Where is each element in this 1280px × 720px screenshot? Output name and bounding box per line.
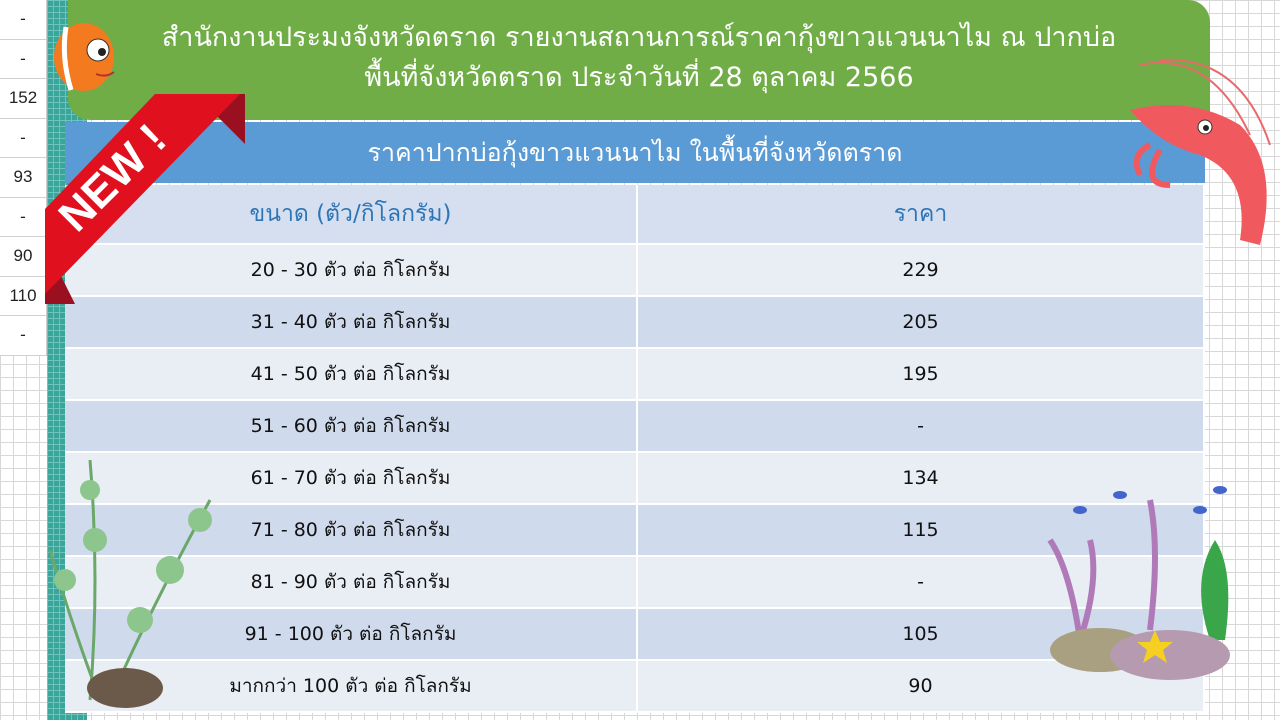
cell-price: - [637,556,1205,609]
cell-price: 205 [637,296,1205,349]
shrimp-icon [1130,58,1271,245]
coral-reef-icon [1047,486,1230,680]
table-row: 61 - 70 ตัว ต่อ กิโลกรัม 134 [65,452,1205,505]
page-title: สำนักงานประมงจังหวัดตราด รายงานสถานการณ์… [68,0,1210,120]
new-ribbon: NEW ! [45,94,245,304]
left-cell: - [0,316,46,356]
left-cell: - [0,0,46,40]
left-cell: 93 [0,158,46,198]
cell-size: 31 - 40 ตัว ต่อ กิโลกรัม [65,296,638,349]
cell-size: 41 - 50 ตัว ต่อ กิโลกรัม [65,348,638,401]
cell-price: 229 [637,244,1205,297]
table-row: 71 - 80 ตัว ต่อ กิโลกรัม 115 [65,504,1205,557]
cell-size: 71 - 80 ตัว ต่อ กิโลกรัม [65,504,638,557]
column-header-size: ขนาด (ตัว/กิโลกรัม) [65,185,638,245]
left-cell: - [0,119,46,158]
cell-price: 90 [637,660,1205,713]
cell-price: 134 [637,452,1205,505]
cell-size: 81 - 90 ตัว ต่อ กิโลกรัม [65,556,638,609]
left-value-column: - - 152 - 93 - 90 110 - [0,0,47,356]
table-row: 51 - 60 ตัว ต่อ กิโลกรัม - [65,400,1205,453]
cell-price: 195 [637,348,1205,401]
table-row: 81 - 90 ตัว ต่อ กิโลกรัม - [65,556,1205,609]
table-row: 41 - 50 ตัว ต่อ กิโลกรัม 195 [65,348,1205,401]
cell-size: 51 - 60 ตัว ต่อ กิโลกรัม [65,400,638,453]
cell-size: 61 - 70 ตัว ต่อ กิโลกรัม [65,452,638,505]
cell-price: 115 [637,504,1205,557]
left-cell: - [0,198,46,237]
title-line-2: พื้นที่จังหวัดตราด ประจำวันที่ 28 ตุลาคม… [364,62,914,93]
table-title: ราคาปากบ่อกุ้งขาวแวนนาไม ในพื้นที่จังหวั… [65,122,1205,183]
seaweed-plant-icon [48,460,212,708]
left-cell: 110 [0,277,46,316]
table-row: 31 - 40 ตัว ต่อ กิโลกรัม 205 [65,296,1205,349]
left-cell: 90 [0,237,46,277]
column-header-price: ราคา [637,185,1205,245]
table-row: มากกว่า 100 ตัว ต่อ กิโลกรัม 90 [65,660,1205,713]
price-table: ขนาด (ตัว/กิโลกรัม) ราคา 20 - 30 ตัว ต่อ… [65,185,1205,713]
clownfish-icon [54,23,115,91]
cell-size: 91 - 100 ตัว ต่อ กิโลกรัม [65,608,638,661]
table-row: 20 - 30 ตัว ต่อ กิโลกรัม 229 [65,244,1205,297]
left-cell: - [0,40,46,79]
cell-size: 20 - 30 ตัว ต่อ กิโลกรัม [65,244,638,297]
title-line-1: สำนักงานประมงจังหวัดตราด รายงานสถานการณ์… [161,22,1117,53]
left-cell: 152 [0,79,46,119]
cell-price: - [637,400,1205,453]
table-header-row: ขนาด (ตัว/กิโลกรัม) ราคา [65,185,1205,245]
